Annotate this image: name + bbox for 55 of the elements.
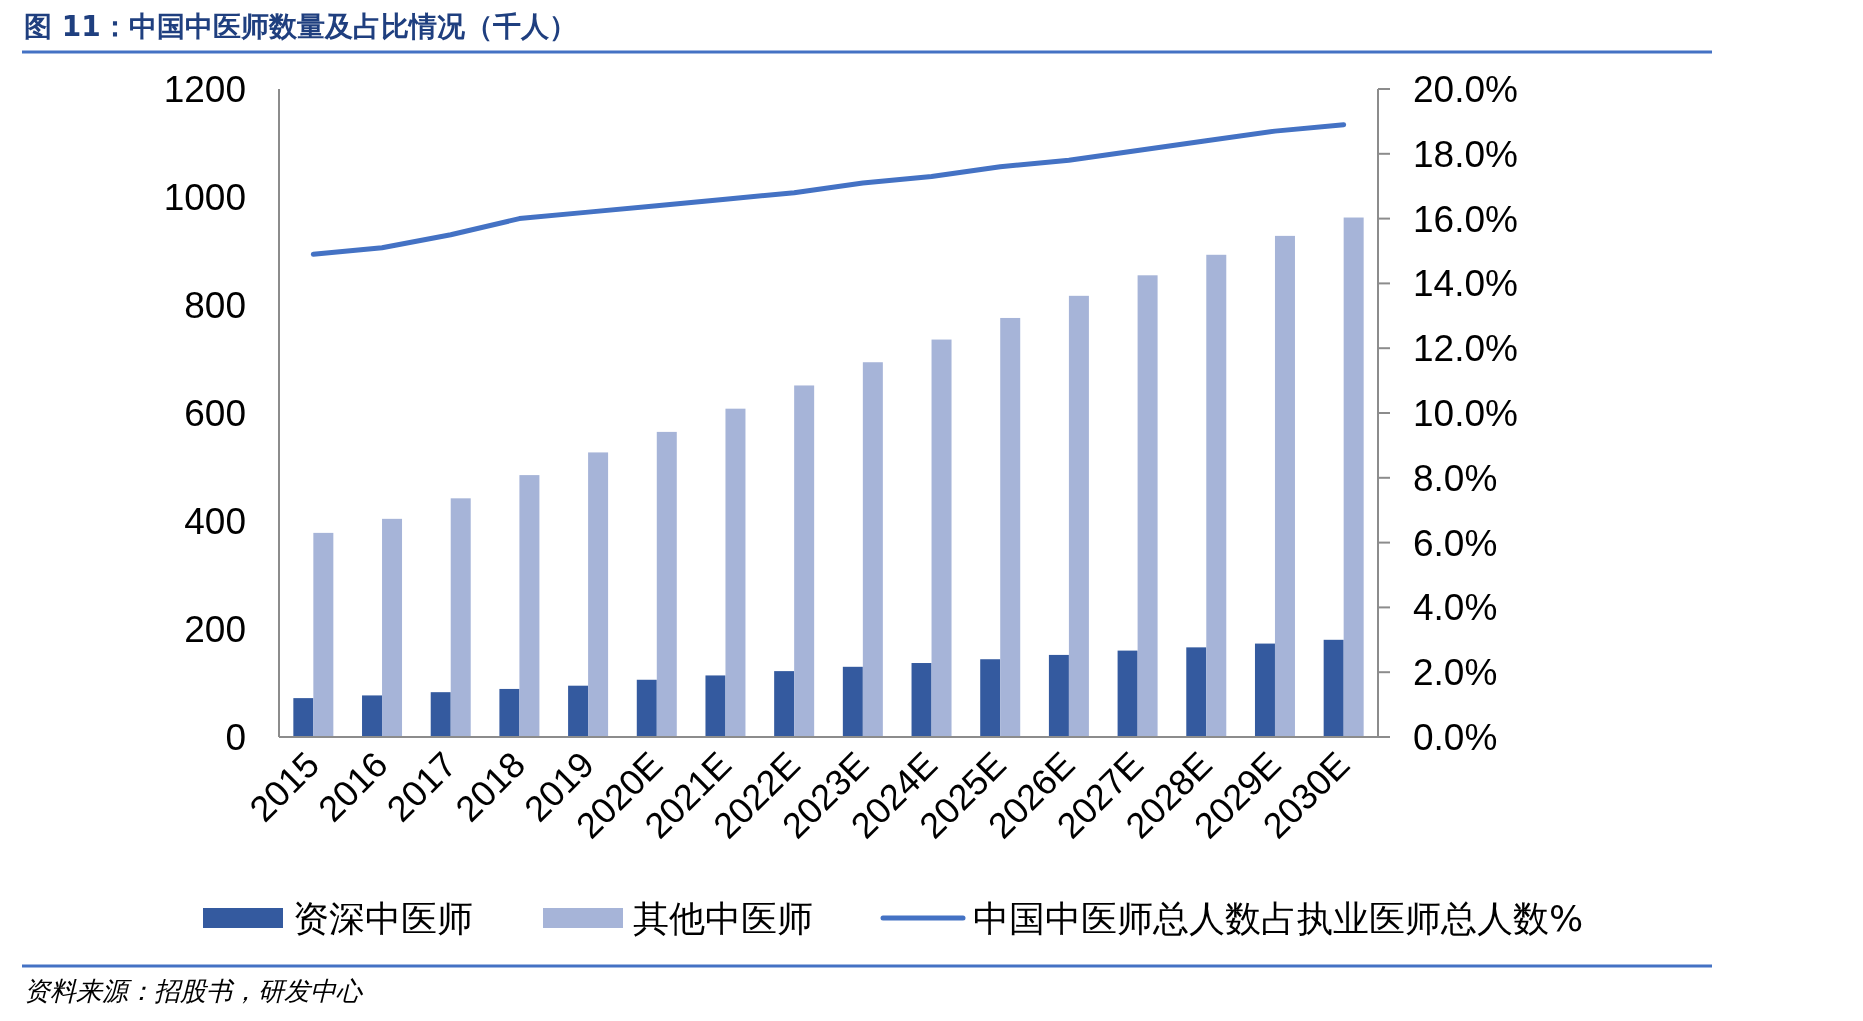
bar: [588, 452, 609, 737]
bar: [931, 339, 952, 737]
bar: [705, 675, 726, 737]
bar: [774, 671, 795, 737]
bar: [1048, 654, 1069, 737]
bar: [499, 688, 520, 737]
bar: [656, 431, 677, 737]
bar: [1206, 254, 1227, 737]
bar: [313, 532, 334, 737]
legend-label: 中国中医师总人数占执业医师总人数%: [973, 898, 1584, 939]
y2-tick-label: 16.0%: [1413, 198, 1518, 240]
y2-tick-label: 18.0%: [1413, 133, 1518, 175]
bar: [980, 659, 1001, 737]
bar: [1343, 217, 1364, 737]
bar: [636, 679, 657, 737]
bar: [430, 692, 451, 737]
bar: [519, 475, 540, 737]
chart-title: 图 11：中国中医师数量及占比情况（千人）: [24, 10, 577, 43]
y2-tick-label: 14.0%: [1413, 263, 1518, 305]
y2-tick-label: 12.0%: [1413, 328, 1518, 370]
bar: [568, 685, 589, 737]
bar: [1068, 295, 1089, 737]
bar: [450, 498, 471, 737]
y2-tick-label: 6.0%: [1413, 522, 1498, 564]
legend-label: 其他中医师: [633, 898, 813, 939]
bar: [382, 518, 403, 737]
bar: [842, 666, 863, 737]
y-tick-label: 800: [184, 285, 246, 326]
y2-tick-label: 0.0%: [1413, 717, 1498, 758]
bar: [1117, 650, 1138, 737]
bar: [725, 408, 746, 737]
text: 资料来源：招股书，研发中心: [24, 976, 364, 1006]
y2-tick-label: 2.0%: [1413, 652, 1498, 694]
bar: [1137, 275, 1158, 737]
y2-tick-label: 8.0%: [1413, 457, 1498, 499]
y-tick-label: 600: [184, 393, 246, 434]
bar: [1274, 235, 1295, 737]
y-tick-label: 1000: [163, 177, 246, 218]
y-tick-label: 0: [225, 717, 246, 758]
bar: [293, 698, 314, 737]
bar: [1323, 639, 1344, 737]
bar: [862, 362, 883, 737]
y2-tick-label: 20.0%: [1413, 69, 1518, 110]
bar: [1254, 643, 1275, 737]
y2-tick-label: 10.0%: [1413, 393, 1518, 434]
bar: [1186, 647, 1207, 737]
bar: [911, 663, 932, 737]
bar: [362, 695, 383, 737]
y2-tick-label: 4.0%: [1413, 587, 1498, 629]
bar: [1000, 317, 1021, 737]
y-tick-label: 400: [184, 501, 246, 542]
y-tick-label: 200: [184, 609, 246, 650]
y-tick-label: 1200: [163, 69, 246, 110]
legend-label: 资深中医师: [293, 898, 473, 939]
bar: [794, 385, 815, 737]
